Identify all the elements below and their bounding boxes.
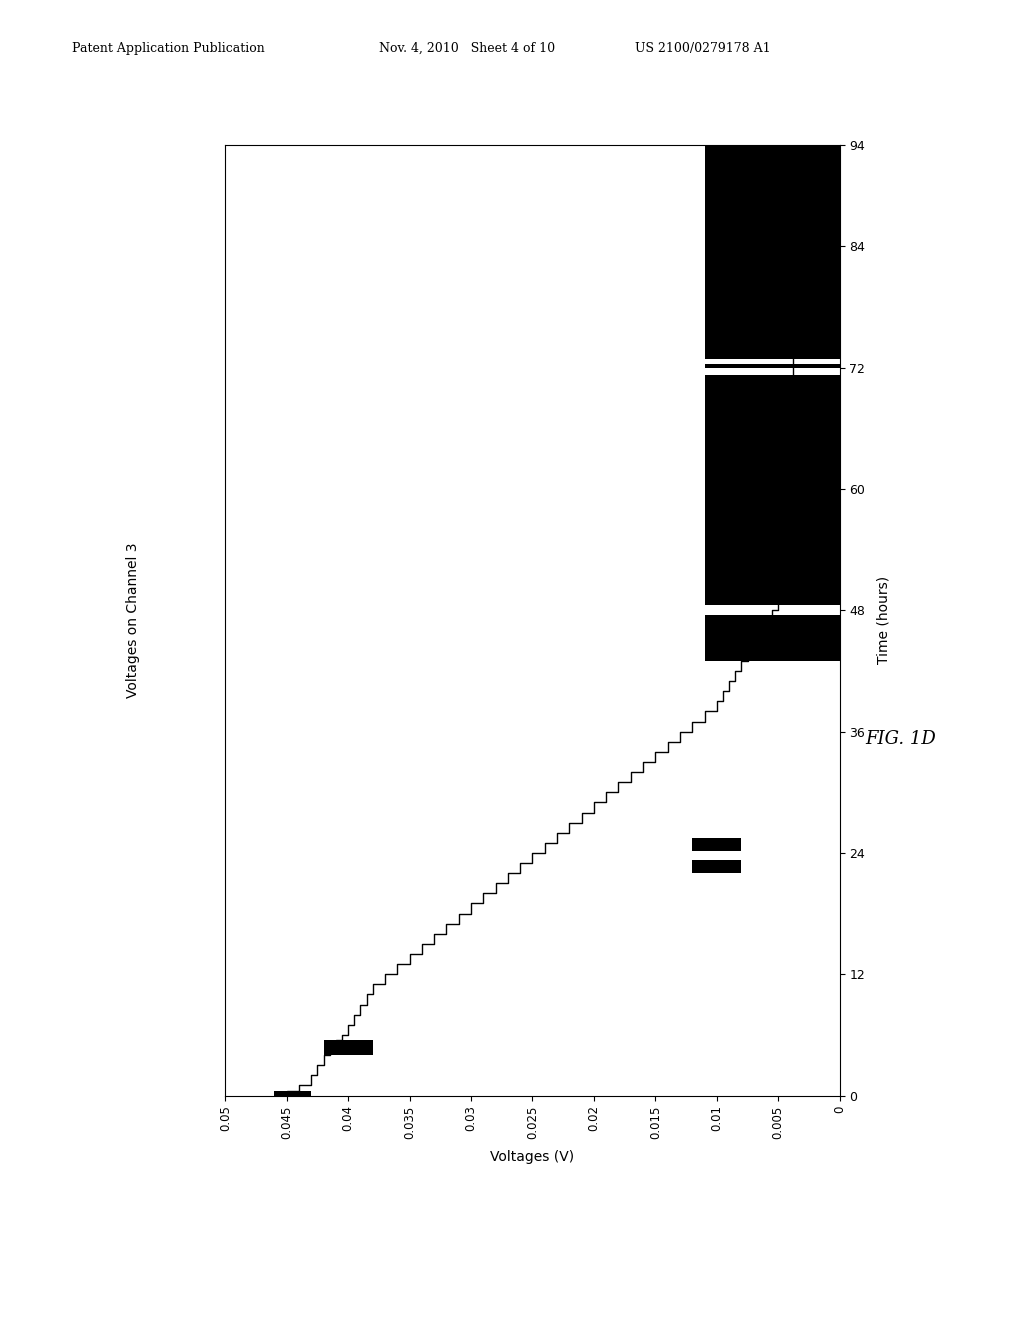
Y-axis label: Time (hours): Time (hours) [877,577,891,664]
Text: US 2100/0279178 A1: US 2100/0279178 A1 [635,42,770,55]
Text: Nov. 4, 2010   Sheet 4 of 10: Nov. 4, 2010 Sheet 4 of 10 [379,42,555,55]
Text: Voltages on Channel 3: Voltages on Channel 3 [126,543,140,698]
Text: Patent Application Publication: Patent Application Publication [72,42,264,55]
X-axis label: Voltages (V): Voltages (V) [490,1150,574,1164]
Text: FIG. 1D: FIG. 1D [865,730,936,748]
